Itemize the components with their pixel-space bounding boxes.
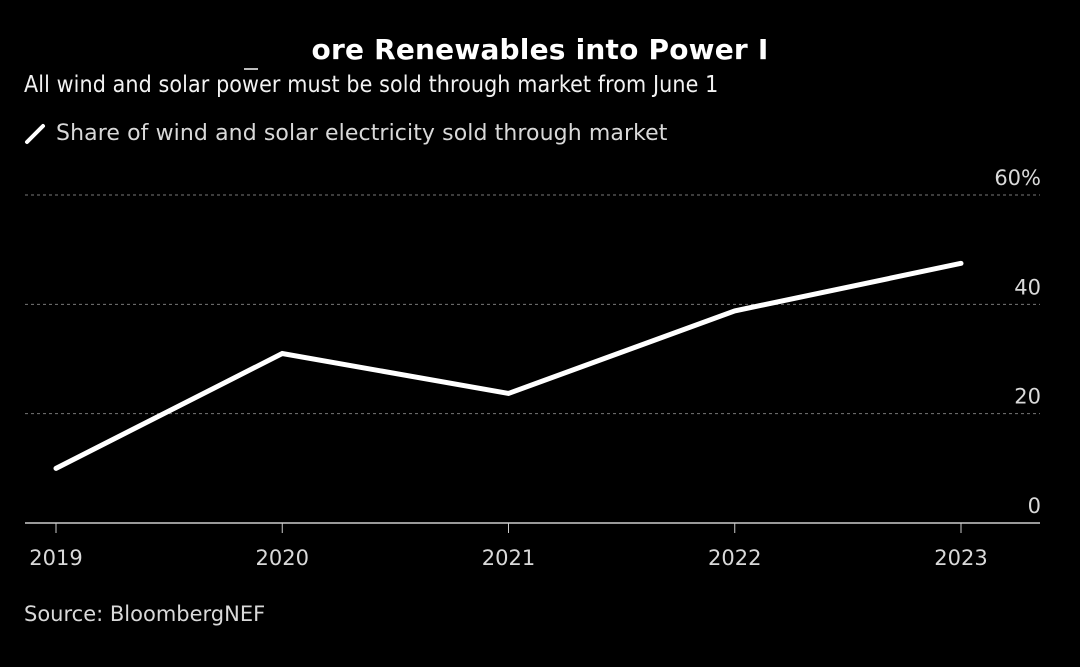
line-swatch-icon bbox=[25, 123, 45, 144]
y-axis-labels: 0 20 40 60% bbox=[994, 166, 1041, 518]
x-axis bbox=[25, 522, 1040, 533]
x-tick-label: 2022 bbox=[708, 546, 761, 570]
legend-label: Share of wind and solar electricity sold… bbox=[56, 121, 668, 146]
x-tick-label: 2021 bbox=[482, 546, 535, 570]
y-tick-label: 20 bbox=[1014, 385, 1041, 409]
x-tick-label: 2020 bbox=[256, 546, 309, 570]
x-tick-label: 2023 bbox=[934, 546, 987, 570]
legend: Share of wind and solar electricity sold… bbox=[24, 121, 668, 146]
series-line bbox=[53, 260, 964, 471]
x-axis-labels: 2019 2020 2021 2022 2023 bbox=[29, 546, 987, 570]
title-artifact-mark bbox=[244, 68, 258, 70]
series-layer bbox=[53, 260, 964, 471]
grid-layer bbox=[25, 194, 1040, 415]
y-tick-label: 0 bbox=[1028, 494, 1041, 518]
source-note: Source: BloombergNEF bbox=[24, 602, 266, 626]
y-tick-label: 40 bbox=[1014, 275, 1041, 299]
x-tick-label: 2019 bbox=[29, 546, 82, 570]
y-tick-label: 60% bbox=[994, 166, 1041, 190]
chart-subtitle: All wind and solar power must be sold th… bbox=[24, 72, 719, 98]
chart-title: ore Renewables into Power I bbox=[311, 33, 769, 66]
